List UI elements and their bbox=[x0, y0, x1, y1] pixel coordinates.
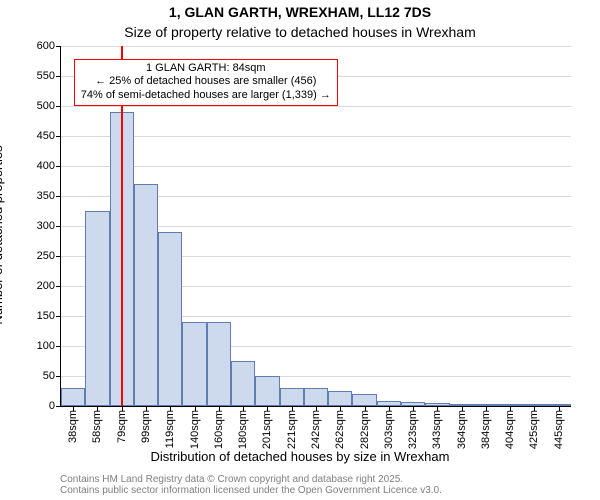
histogram-bar bbox=[304, 388, 328, 406]
y-tick-label: 150 bbox=[37, 310, 61, 322]
bar-slot: 364sqm bbox=[450, 46, 474, 406]
y-tick-label: 350 bbox=[37, 190, 61, 202]
x-tick-label: 242sqm bbox=[310, 406, 322, 449]
x-tick-label: 384sqm bbox=[480, 406, 492, 449]
x-tick-label: 323sqm bbox=[407, 406, 419, 449]
bar-slot: 404sqm bbox=[498, 46, 522, 406]
chart-subtitle: Size of property relative to detached ho… bbox=[0, 24, 600, 40]
histogram-bar bbox=[255, 376, 279, 406]
x-tick-label: 99sqm bbox=[140, 406, 152, 443]
plot-area: 05010015020025030035040045050055060038sq… bbox=[60, 46, 571, 407]
histogram-bar bbox=[85, 211, 109, 406]
x-tick-label: 262sqm bbox=[334, 406, 346, 449]
x-tick-label: 180sqm bbox=[237, 406, 249, 449]
annotation-line: 74% of semi-detached houses are larger (… bbox=[81, 89, 331, 103]
x-tick-label: 38sqm bbox=[67, 406, 79, 443]
x-tick-label: 221sqm bbox=[286, 406, 298, 449]
x-axis-label: Distribution of detached houses by size … bbox=[0, 449, 600, 464]
x-tick-label: 445sqm bbox=[553, 406, 565, 449]
x-tick-label: 343sqm bbox=[431, 406, 443, 449]
bar-slot: 303sqm bbox=[377, 46, 401, 406]
annotation-line: ← 25% of detached houses are smaller (45… bbox=[81, 75, 331, 89]
x-tick-label: 58sqm bbox=[91, 406, 103, 443]
x-tick-label: 282sqm bbox=[359, 406, 371, 449]
bar-slot: 343sqm bbox=[425, 46, 449, 406]
y-tick-label: 250 bbox=[37, 250, 61, 262]
y-tick-label: 450 bbox=[37, 130, 61, 142]
histogram-bar bbox=[231, 361, 255, 406]
histogram-bar bbox=[328, 391, 352, 406]
attribution-text: Contains HM Land Registry data © Crown c… bbox=[60, 474, 442, 496]
bar-slot: 384sqm bbox=[474, 46, 498, 406]
y-tick-label: 500 bbox=[37, 100, 61, 112]
annotation-line: 1 GLAN GARTH: 84sqm bbox=[81, 62, 331, 76]
x-tick-label: 79sqm bbox=[116, 406, 128, 443]
y-tick-label: 0 bbox=[49, 400, 61, 412]
y-tick-label: 400 bbox=[37, 160, 61, 172]
y-tick-label: 100 bbox=[37, 340, 61, 352]
annotation-box: 1 GLAN GARTH: 84sqm← 25% of detached hou… bbox=[74, 59, 338, 106]
x-tick-label: 425sqm bbox=[528, 406, 540, 449]
histogram-bar bbox=[182, 322, 206, 406]
histogram-bar bbox=[207, 322, 231, 406]
histogram-bar bbox=[158, 232, 182, 406]
x-tick-label: 140sqm bbox=[189, 406, 201, 449]
x-tick-label: 201sqm bbox=[261, 406, 273, 449]
x-tick-label: 404sqm bbox=[504, 406, 516, 449]
x-tick-label: 119sqm bbox=[164, 406, 176, 448]
y-tick-label: 550 bbox=[37, 70, 61, 82]
bar-slot: 282sqm bbox=[352, 46, 376, 406]
histogram-bar bbox=[134, 184, 158, 406]
chart-title: 1, GLAN GARTH, WREXHAM, LL12 7DS bbox=[0, 4, 600, 20]
y-tick-label: 200 bbox=[37, 280, 61, 292]
x-tick-label: 364sqm bbox=[456, 406, 468, 449]
histogram-bar bbox=[280, 388, 304, 406]
histogram-bar bbox=[352, 394, 376, 406]
bar-slot: 425sqm bbox=[522, 46, 546, 406]
x-tick-label: 303sqm bbox=[383, 406, 395, 449]
y-tick-label: 300 bbox=[37, 220, 61, 232]
x-tick-label: 160sqm bbox=[213, 406, 225, 449]
y-tick-label: 600 bbox=[37, 40, 61, 52]
histogram-bar bbox=[61, 388, 85, 406]
y-tick-label: 50 bbox=[43, 370, 61, 382]
bar-slot: 445sqm bbox=[547, 46, 571, 406]
bar-slot: 323sqm bbox=[401, 46, 425, 406]
